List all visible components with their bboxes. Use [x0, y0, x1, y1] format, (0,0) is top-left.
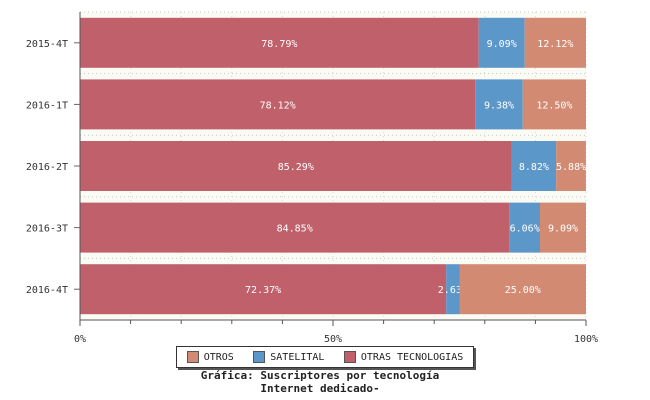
bar-segment [540, 202, 586, 253]
data-label: 9.38% [484, 100, 514, 111]
data-label: 78.12% [260, 100, 296, 111]
legend-swatch-satelital [253, 351, 266, 363]
data-label: 2.63% [438, 285, 468, 296]
bar-segment [524, 17, 586, 68]
bar-segment [80, 141, 512, 191]
x-tick-label: 100% [574, 334, 598, 345]
x-tick-label: 0% [74, 334, 86, 345]
bar-segment [509, 202, 541, 253]
data-label: 12.12% [537, 39, 573, 50]
bar-segment [478, 17, 525, 68]
y-tick-label: 2016-2T [26, 162, 68, 173]
chart-caption-line-1: Gráfica: Suscriptores por tecnología [200, 369, 440, 382]
data-label: 6.06% [510, 224, 540, 235]
chart-legend: OTROS SATELITAL OTRAS TECNOLOGIAS [176, 346, 474, 368]
y-tick-label: 2016-1T [26, 100, 68, 111]
bar-segment [446, 264, 460, 315]
data-label: 5.88% [556, 162, 586, 173]
y-tick-label: 2016-4T [26, 285, 68, 296]
y-tick-label: 2015-4T [26, 39, 68, 50]
stacked-bar-chart: 78.79% 9.09% 12.12% 2015-4T 78.12% 9.38% 12.50… [26, 11, 598, 345]
legend-item-otras-tecnologias: OTRAS TECNOLOGIAS [343, 351, 464, 363]
bar-segment [80, 264, 447, 315]
bar-segment [556, 141, 586, 191]
legend-swatch-otras-tecnologias [343, 351, 356, 363]
data-label: 72.37% [245, 285, 281, 296]
data-label: 9.09% [487, 39, 517, 50]
bar-segment [522, 79, 586, 130]
data-label: 78.79% [261, 39, 297, 50]
bar-segment [511, 141, 557, 191]
data-label: 9.09% [548, 224, 578, 235]
legend-swatch-otros [186, 351, 199, 363]
data-label: 12.50% [536, 100, 572, 111]
legend-label-satelital: SATELITAL [270, 351, 325, 363]
data-label: 85.29% [278, 162, 314, 173]
bar-segment [80, 79, 476, 130]
legend-label-otros: OTROS [203, 351, 234, 363]
bar-segment [475, 79, 523, 130]
data-label: 8.82% [519, 162, 549, 173]
bar-segment [80, 202, 510, 253]
data-label: 84.85% [277, 224, 313, 235]
legend-item-otros: OTROS [186, 351, 234, 363]
legend-label-otras-tecnologias: OTRAS TECNOLOGIAS [360, 351, 464, 363]
y-tick-label: 2016-3T [26, 224, 68, 235]
legend-item-satelital: SATELITAL [253, 351, 324, 363]
bar-segment [80, 17, 479, 68]
x-tick-label: 50% [324, 334, 342, 345]
data-label: 25.00% [505, 285, 541, 296]
bar-segment [459, 264, 586, 315]
chart-caption-line-2: Internet dedicado- [260, 382, 380, 395]
